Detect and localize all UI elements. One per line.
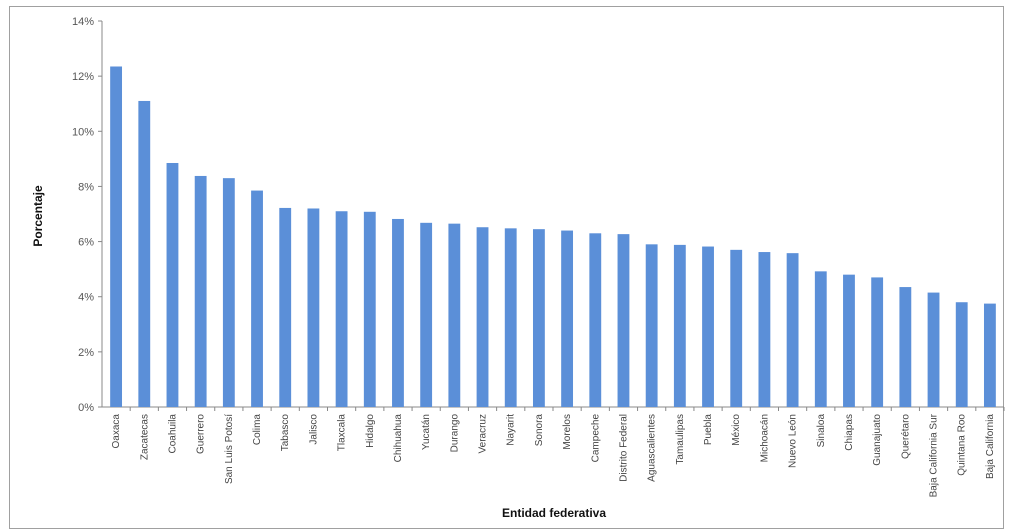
category-label: Tamaulipas (675, 414, 686, 465)
category-label: Puebla (703, 414, 714, 446)
category-label: Morelos (562, 414, 573, 450)
category-label: Aguascalientes (647, 414, 658, 482)
category-label: Baja California (985, 414, 996, 479)
bar (814, 271, 827, 407)
bar (504, 228, 517, 407)
bar (392, 218, 404, 407)
bar (307, 208, 320, 407)
bar (138, 100, 151, 407)
category-label: Tabasco (280, 414, 291, 452)
x-axis-title: Entidad federativa (502, 506, 606, 520)
bar (645, 244, 658, 407)
category-label: Sinaloa (816, 414, 827, 448)
category-label: Oaxaca (111, 414, 122, 449)
bar (617, 234, 630, 407)
category-label: Guanajuato (872, 414, 883, 466)
bar (279, 207, 292, 407)
category-label: Durango (449, 414, 460, 453)
bar (899, 287, 912, 407)
y-tick-label: 12% (72, 71, 94, 83)
y-tick-label: 6% (78, 237, 94, 249)
category-label: México (731, 414, 742, 446)
category-label: Guerrero (196, 414, 207, 454)
bar (222, 178, 235, 407)
category-label: Zacatecas (139, 414, 150, 460)
x-axis (102, 406, 1005, 411)
bar (758, 252, 771, 407)
y-tick-label: 0% (78, 402, 94, 414)
bar (561, 230, 574, 407)
category-label: Querétaro (900, 414, 911, 459)
category-label: Baja California Sur (929, 413, 940, 497)
bar (673, 244, 686, 407)
bar (448, 223, 461, 407)
category-label: Quintana Roo (957, 414, 968, 476)
category-label: Nayarit (506, 414, 517, 446)
category-label: Tlaxcala (337, 414, 348, 452)
y-tick-label: 4% (78, 292, 94, 304)
category-label: Yucatán (421, 414, 432, 450)
bar (251, 190, 263, 407)
y-tick-label: 8% (78, 181, 94, 193)
bar (110, 66, 123, 407)
category-labels: Oaxaca Zacatecas Coahuila Guerrero San Luis … (111, 413, 996, 497)
category-label: Michoacán (759, 414, 770, 462)
bar (927, 292, 940, 407)
category-label: Distrito Federal (618, 414, 629, 482)
bar (194, 175, 207, 407)
bar (335, 211, 348, 407)
bars (110, 66, 996, 407)
bar (730, 249, 743, 407)
category-label: Coahuila (167, 414, 178, 454)
category-label: San Luis Potosí (224, 414, 235, 484)
bar (786, 253, 799, 407)
category-label: Colima (252, 414, 263, 446)
bar (532, 229, 545, 407)
category-label: Hidalgo (365, 414, 376, 448)
category-label: Chihuahua (393, 414, 404, 463)
category-label: Chiapas (844, 414, 855, 451)
bar (871, 277, 884, 407)
y-tick-label: 14% (72, 16, 94, 28)
bar (843, 274, 855, 407)
category-label: Sonora (534, 414, 545, 447)
bar (983, 303, 996, 407)
category-label: Campeche (590, 414, 601, 463)
category-label: Nuevo León (788, 414, 799, 468)
bar (702, 246, 714, 407)
bar (476, 227, 489, 407)
bar (955, 302, 968, 407)
y-tick-label: 2% (78, 347, 94, 359)
bar (166, 162, 179, 407)
bar (363, 211, 376, 407)
y-axis: 0% 2% 4% 6% 8% 10% 12% 14% (72, 16, 103, 414)
y-axis-title: Porcentaje (31, 185, 45, 247)
bar (589, 233, 602, 407)
bar (420, 222, 433, 407)
category-label: Veracruz (478, 414, 489, 453)
y-tick-label: 10% (72, 126, 94, 138)
category-label: Jalisco (308, 414, 319, 445)
